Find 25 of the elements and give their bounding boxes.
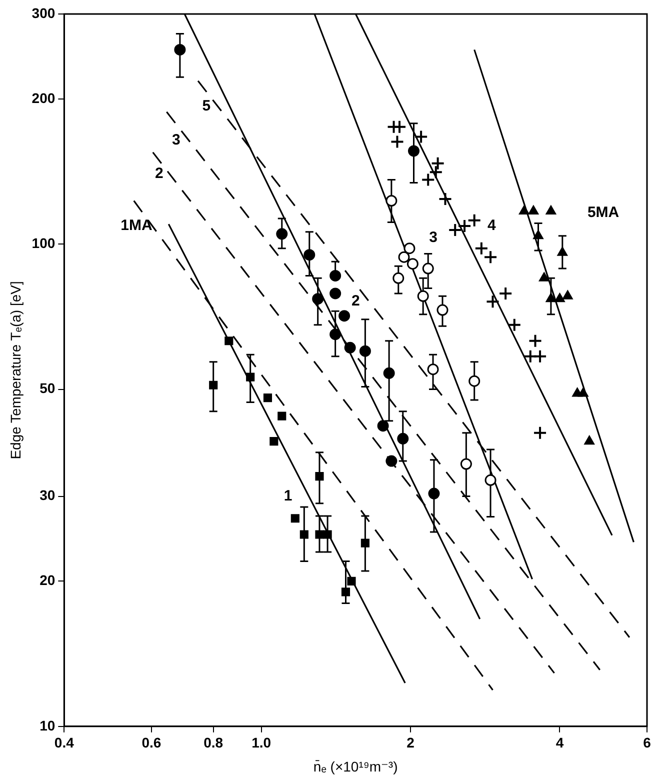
x-tick-label: 6 <box>643 734 652 751</box>
x-tick-label: 0.6 <box>142 734 162 751</box>
y-tick-label: 30 <box>40 487 56 504</box>
x-axis-title: n̄ₑ (×10¹⁹m⁻³) <box>313 758 398 774</box>
x-tick-label: 0.4 <box>54 734 74 751</box>
annotation: 2 <box>154 164 164 182</box>
y-tick-label: 100 <box>32 234 56 251</box>
annotation: 5 <box>202 98 211 115</box>
y-tick-label: 200 <box>32 90 56 106</box>
annotation: 3 <box>172 132 180 149</box>
annotation: 1MA <box>120 217 152 234</box>
x-tick-label: 2 <box>406 734 415 751</box>
x-tick-label: 4 <box>556 734 564 751</box>
annotation: 3 <box>429 229 438 246</box>
x-tick-label: 0.8 <box>204 734 224 751</box>
y-tick-label: 20 <box>40 572 56 588</box>
y-tick-label: 300 <box>32 4 56 21</box>
annotation: 1 <box>284 487 292 504</box>
x-tick-label: 1.0 <box>252 734 272 751</box>
y-axis-title: Edge Temperature Tₑ(a) [eV] <box>7 281 24 460</box>
annotation: 5MA <box>587 204 620 222</box>
annotation: 4 <box>488 217 497 234</box>
y-tick-label: 10 <box>40 717 56 734</box>
annotation: 2 <box>351 292 360 310</box>
y-tick-label: 50 <box>40 380 56 396</box>
